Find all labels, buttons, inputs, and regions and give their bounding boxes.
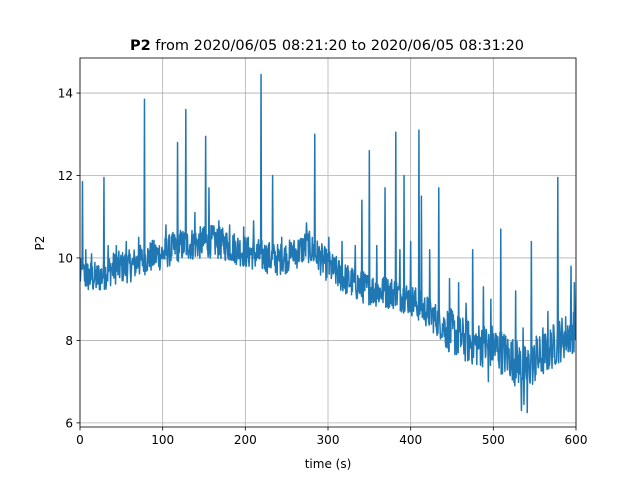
y-tick-label: 14 bbox=[58, 87, 73, 101]
y-tick-label: 12 bbox=[58, 169, 73, 183]
x-tick-label: 400 bbox=[399, 433, 422, 447]
chart-title: P2 from 2020/06/05 08:21:20 to 2020/06/0… bbox=[130, 38, 524, 54]
x-tick-label: 300 bbox=[317, 433, 340, 447]
y-axis-label: P2 bbox=[33, 236, 47, 251]
chart-title-bold: P2 bbox=[130, 38, 151, 54]
axis-ticks: 0 100 200 300 400 500 600 6 8 10 12 14 bbox=[58, 87, 588, 447]
x-tick-label: 100 bbox=[151, 433, 174, 447]
chart-title-rest: from 2020/06/05 08:21:20 to 2020/06/05 0… bbox=[151, 38, 524, 54]
y-tick-label: 6 bbox=[65, 416, 73, 430]
x-tick-label: 500 bbox=[482, 433, 505, 447]
x-tick-label: 600 bbox=[565, 433, 588, 447]
x-axis-label: time (s) bbox=[305, 457, 352, 471]
y-tick-label: 10 bbox=[58, 251, 73, 265]
series-layer bbox=[80, 73, 576, 414]
x-tick-label: 0 bbox=[76, 433, 84, 447]
x-tick-label: 200 bbox=[234, 433, 257, 447]
y-tick-label: 8 bbox=[65, 334, 73, 348]
series-line bbox=[80, 73, 576, 414]
